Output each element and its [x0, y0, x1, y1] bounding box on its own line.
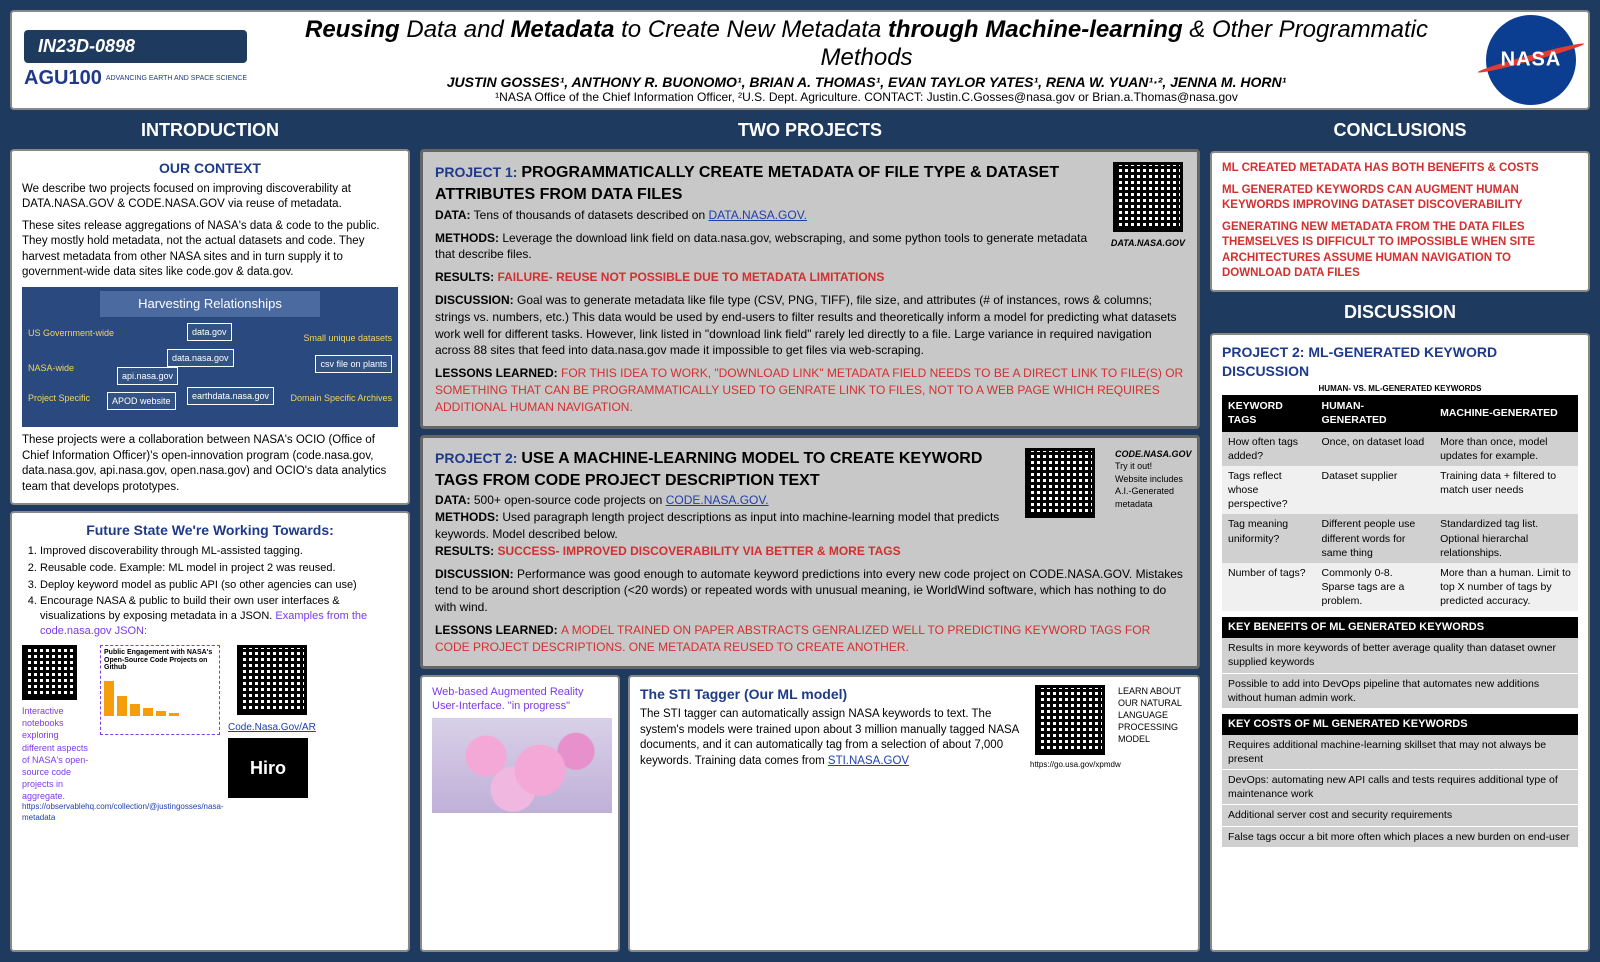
sti-header: The STI Tagger (Our ML model) [640, 685, 1022, 704]
qr-codenasa-icon [1025, 448, 1095, 518]
nasa-logo-icon [1486, 15, 1576, 105]
future-panel: Future State We're Working Towards: Impr… [10, 511, 410, 952]
project1-panel: PROJECT 1: PROGRAMMATICALLY CREATE METAD… [420, 149, 1200, 429]
intro-header: INTRODUCTION [10, 118, 410, 143]
sti-qr-caption: LEARN ABOUT OUR NATURAL LANGUAGE PROCESS… [1118, 685, 1188, 771]
intro-p1: We describe two projects focused on impr… [22, 182, 398, 213]
future-list: Improved discoverability through ML-assi… [22, 544, 398, 639]
two-projects-header: TWO PROJECTS [420, 118, 1200, 143]
qr-sti-icon [1035, 685, 1105, 755]
ar-panel: Web-based Augmented Reality User-Interfa… [420, 675, 620, 953]
notebook-preview: Public Engagement with NASA's Open-Sourc… [100, 645, 220, 735]
poster-header: IN23D-0898 AGU100 ADVANCING EARTH AND SP… [10, 10, 1590, 110]
context-subheader: OUR CONTEXT [22, 159, 398, 178]
harvesting-diagram: Harvesting Relationships US Government-w… [22, 287, 398, 427]
discussion-panel: PROJECT 2: ML-GENERATED KEYWORD DISCUSSI… [1210, 333, 1590, 952]
ar-link[interactable]: Code.Nasa.Gov/AR [228, 721, 316, 735]
discussion-header: DISCUSSION [1210, 300, 1590, 325]
nb-caption: Interactive notebooks exploring differen… [22, 705, 92, 802]
poster-id-badge: IN23D-0898 [24, 30, 247, 63]
costs-header: KEY COSTS OF ML GENERATED KEYWORDS [1222, 714, 1578, 735]
author-list: JUSTIN GOSSES¹, ANTHONY R. BUONOMO¹, BRI… [259, 74, 1474, 90]
intro-p3: These projects were a collaboration betw… [22, 433, 398, 495]
keyword-comparison-table: KEYWORD TAGS HUMAN-GENERATED MACHINE-GEN… [1222, 395, 1578, 611]
qr-ar-icon [237, 645, 307, 715]
data-nasa-link[interactable]: DATA.NASA.GOV. [708, 208, 806, 222]
agu-logo: AGU100 ADVANCING EARTH AND SPACE SCIENCE [24, 67, 247, 90]
mini-bar-chart [104, 676, 216, 716]
nb-link[interactable]: https://observablehq.com/collection/@jus… [22, 802, 92, 824]
context-panel: OUR CONTEXT We describe two projects foc… [10, 149, 410, 505]
affiliation: ¹NASA Office of the Chief Information Of… [259, 90, 1474, 104]
conclusions-header: CONCLUSIONS [1210, 118, 1590, 143]
benefits-header: KEY BENEFITS OF ML GENERATED KEYWORDS [1222, 617, 1578, 638]
qr-datanasa-icon [1113, 162, 1183, 232]
poster-title: Reusing Data and Metadata to Create New … [259, 16, 1474, 72]
sti-panel: The STI Tagger (Our ML model) The STI ta… [628, 675, 1200, 953]
project2-panel: PROJECT 2: USE A MACHINE-LEARNING MODEL … [420, 435, 1200, 669]
intro-p2: These sites release aggregations of NASA… [22, 219, 398, 281]
ar-caption: Web-based Augmented Reality User-Interfa… [432, 685, 608, 715]
code-nasa-link[interactable]: CODE.NASA.GOV. [666, 493, 769, 507]
sti-link[interactable]: STI.NASA.GOV [828, 755, 909, 767]
ar-preview-image [432, 718, 612, 813]
hiro-marker: Hiro [228, 738, 308, 798]
qr-notebooks-icon [22, 645, 77, 700]
conclusions-panel: ML CREATED METADATA HAS BOTH BENEFITS & … [1210, 151, 1590, 292]
future-header: Future State We're Working Towards: [22, 521, 398, 540]
